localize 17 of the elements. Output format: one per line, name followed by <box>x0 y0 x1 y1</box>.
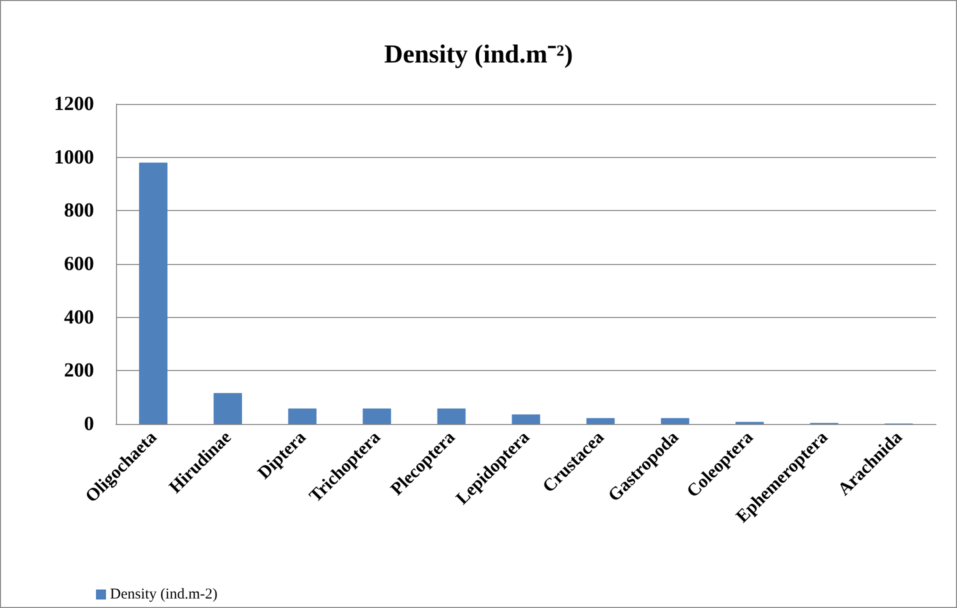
bar <box>362 408 392 424</box>
y-tick-label: 1000 <box>54 146 94 168</box>
y-tick-label: 600 <box>64 253 94 275</box>
bar <box>214 393 242 424</box>
bar <box>512 414 540 424</box>
bar <box>437 408 466 424</box>
y-tick-label: 1200 <box>54 93 94 115</box>
bar <box>586 418 615 424</box>
legend-label: Density (ind.m-2) <box>110 586 218 602</box>
y-tick-label: 400 <box>64 306 94 328</box>
y-tick-label: 200 <box>64 360 94 382</box>
y-tick-label: 0 <box>84 413 94 435</box>
bar <box>139 162 168 424</box>
y-tick-label: 800 <box>64 200 94 222</box>
bar <box>288 408 317 424</box>
bar <box>660 418 690 424</box>
chart-title: Density (ind.m⁻²) <box>384 40 573 68</box>
